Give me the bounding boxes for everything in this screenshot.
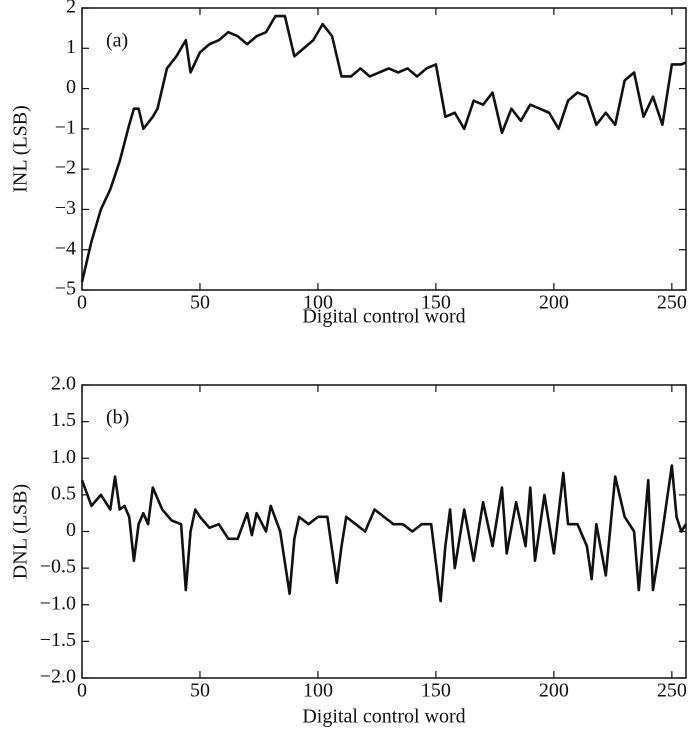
y-axis-title: DNL (LSB) xyxy=(10,484,32,579)
y-tick-label: −1.0 xyxy=(40,592,76,614)
x-axis-title: Digital control word xyxy=(302,706,465,728)
y-tick-label: −4 xyxy=(55,237,76,259)
x-tick-label: 100 xyxy=(303,292,333,314)
x-axis-title: Digital control word xyxy=(302,306,465,328)
x-tick-label: 0 xyxy=(77,292,87,314)
y-tick-label: 0 xyxy=(66,519,76,541)
plot-frame xyxy=(81,7,687,291)
y-tick-label: −1.5 xyxy=(40,629,76,651)
y-tick-label: −1 xyxy=(55,116,76,138)
x-tick-label: 200 xyxy=(539,680,569,702)
data-line xyxy=(80,14,687,283)
x-tick-label: 100 xyxy=(303,680,333,702)
y-tick-label: 2.0 xyxy=(51,373,76,395)
y-tick-label: 1.0 xyxy=(51,446,76,468)
x-tick-label: 250 xyxy=(657,292,687,314)
y-axis-title: INL (LSB) xyxy=(10,105,32,193)
x-tick-label: 200 xyxy=(539,292,569,314)
x-tick-label: 50 xyxy=(190,292,210,314)
y-tick-label: 1.5 xyxy=(51,409,76,431)
y-tick-label: 1 xyxy=(66,36,76,58)
y-tick-label: 0.5 xyxy=(51,482,76,504)
y-tick-label: −0.5 xyxy=(40,556,76,578)
y-tick-label: −5 xyxy=(55,278,76,300)
x-tick-label: 250 xyxy=(657,680,687,702)
x-tick-label: 150 xyxy=(421,680,451,702)
data-line xyxy=(80,464,688,603)
x-tick-label: 0 xyxy=(77,680,87,702)
y-tick-label: 0 xyxy=(66,76,76,98)
x-tick-label: 50 xyxy=(190,680,210,702)
y-tick-label: −2 xyxy=(55,157,76,179)
x-tick-label: 150 xyxy=(421,292,451,314)
y-tick-label: −3 xyxy=(55,197,76,219)
panel-label: (b) xyxy=(106,407,129,429)
y-tick-label: 2 xyxy=(66,0,76,18)
panel-label: (a) xyxy=(106,30,128,52)
y-tick-label: −2.0 xyxy=(40,666,76,688)
